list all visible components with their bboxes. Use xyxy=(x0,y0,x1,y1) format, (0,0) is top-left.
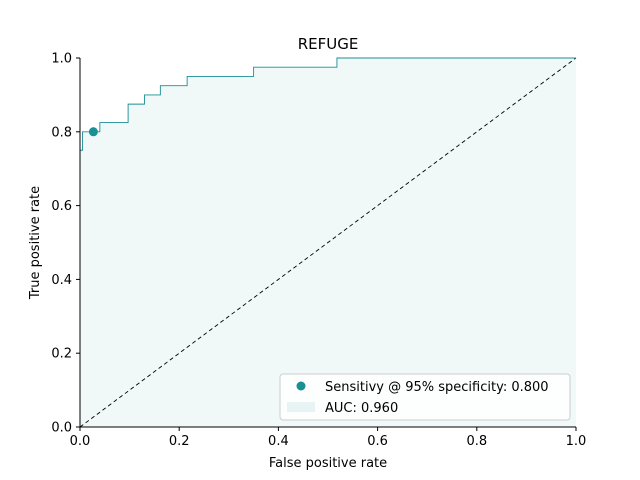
chart-title: REFUGE xyxy=(298,35,359,53)
x-tick-label: 0.8 xyxy=(466,434,487,449)
x-axis-label: False positive rate xyxy=(269,456,387,471)
y-tick-label: 0.6 xyxy=(51,199,72,214)
y-ticks: 0.0 0.2 0.4 0.6 0.8 1.0 xyxy=(51,52,80,436)
y-axis-label: True positive rate xyxy=(28,186,43,300)
x-tick-label: 0.0 xyxy=(70,434,91,449)
legend-label-sensitivity: Sensitivy @ 95% specificity: 0.800 xyxy=(325,380,549,395)
x-tick-label: 1.0 xyxy=(566,434,587,449)
legend-marker-auc xyxy=(287,402,315,412)
x-ticks: 0.0 0.2 0.4 0.6 0.8 1.0 xyxy=(70,427,587,449)
y-tick-label: 0.0 xyxy=(51,421,72,436)
axes xyxy=(79,58,576,428)
plot-area xyxy=(79,57,577,428)
legend-marker-operating-point xyxy=(296,381,306,391)
chance-diagonal xyxy=(79,57,577,428)
roc-curve xyxy=(79,57,576,427)
x-tick-label: 0.4 xyxy=(268,434,289,449)
y-tick-label: 0.8 xyxy=(51,125,72,140)
legend-label-auc: AUC: 0.960 xyxy=(325,401,398,416)
x-tick-label: 0.2 xyxy=(169,434,190,449)
legend-box xyxy=(279,373,571,421)
y-tick-label: 0.4 xyxy=(51,273,72,288)
legend: Sensitivy @ 95% specificity: 0.800 AUC: … xyxy=(279,373,571,421)
y-tick-label: 1.0 xyxy=(51,52,72,67)
operating-point xyxy=(88,127,98,137)
x-tick-label: 0.6 xyxy=(367,434,388,449)
y-tick-label: 0.2 xyxy=(51,347,72,362)
